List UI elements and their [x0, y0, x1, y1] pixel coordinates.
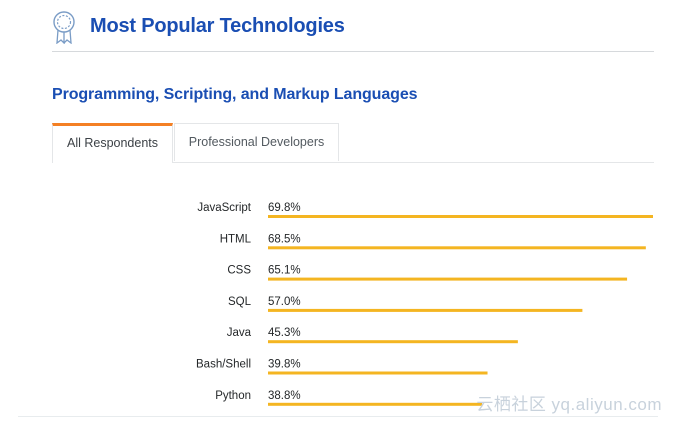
- tab-all-respondents[interactable]: All Respondents: [52, 123, 173, 163]
- bar: [268, 277, 628, 281]
- page-title: Most Popular Technologies: [90, 15, 345, 37]
- bar: [268, 371, 488, 375]
- header: Most Popular Technologies: [52, 8, 654, 52]
- category-label: Bash/Shell: [196, 359, 251, 371]
- category-label: Java: [227, 327, 252, 339]
- tab-bar: All Respondents Professional Developers: [52, 123, 654, 163]
- value-label: 65.1%: [268, 265, 301, 277]
- value-label: 68.5%: [268, 233, 301, 245]
- award-ribbon-icon: [53, 11, 75, 44]
- category-label: Python: [215, 390, 251, 402]
- value-label: 69.8%: [268, 202, 301, 214]
- divider: [18, 416, 658, 417]
- section-title: Programming, Scripting, and Markup Langu…: [52, 86, 418, 103]
- category-label: SQL: [228, 296, 252, 308]
- value-label: 45.3%: [268, 327, 301, 339]
- category-label: HTML: [220, 233, 252, 245]
- value-label: 57.0%: [268, 296, 301, 308]
- bar: [268, 402, 483, 406]
- category-label: JavaScript: [197, 202, 251, 214]
- bar: [268, 215, 653, 218]
- category-label: CSS: [227, 265, 251, 277]
- value-label: 39.8%: [268, 359, 301, 371]
- value-label: 38.8%: [268, 390, 301, 402]
- bar: [268, 308, 583, 312]
- bar: [268, 246, 646, 250]
- bar: [268, 340, 518, 344]
- tab-professional-developers[interactable]: Professional Developers: [174, 123, 339, 161]
- watermark: 云栖社区 yq.aliyun.com: [476, 395, 662, 414]
